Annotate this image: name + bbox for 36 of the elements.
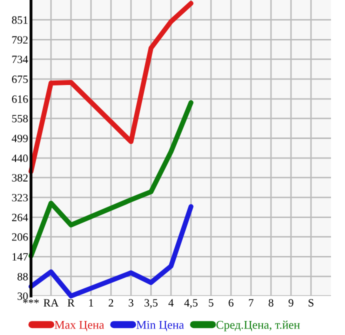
x-tick-label: RA xyxy=(44,299,59,306)
y-tick-label: 792 xyxy=(12,36,28,44)
y-tick-label: 382 xyxy=(12,174,28,182)
x-tick-label: 5 xyxy=(208,299,214,307)
x-tick-label: 2 xyxy=(108,299,114,306)
x-tick-label: S xyxy=(308,299,314,307)
y-tick-label: 30 xyxy=(18,292,28,300)
x-tick-label: 8 xyxy=(268,299,274,307)
line-series xyxy=(28,100,194,258)
x-tick-label: 6 xyxy=(228,299,234,307)
line-series xyxy=(28,204,194,298)
y-tick-label: 851 xyxy=(12,16,28,24)
y-tick-label: 440 xyxy=(12,154,28,162)
x-tick-label: 4 xyxy=(168,299,174,306)
x-tick-label: 4,5 xyxy=(184,299,198,308)
legend-label: Min Цена xyxy=(136,320,184,332)
x-tick-label: 9 xyxy=(288,299,294,307)
y-tick-label: 147 xyxy=(12,253,28,260)
x-tick-label: R xyxy=(68,299,75,306)
x-tick-label: 3 xyxy=(128,299,134,307)
y-tick-label: 323 xyxy=(12,194,28,202)
line-series xyxy=(28,0,194,174)
y-tick-label: 88 xyxy=(18,272,28,280)
y-tick-label: 264 xyxy=(12,214,28,222)
y-tick-label: 206 xyxy=(12,233,28,241)
x-tick-label: 3,5 xyxy=(144,299,158,308)
x-tick-label: 7 xyxy=(248,299,254,306)
x-tick-label: *** xyxy=(23,299,39,304)
y-tick-label: 675 xyxy=(12,76,28,84)
y-tick-label: 558 xyxy=(12,114,28,122)
y-tick-label: 616 xyxy=(12,95,28,103)
legend-label: Сред.Цена, т.йен xyxy=(216,320,300,332)
x-tick-label: 1 xyxy=(89,299,94,306)
y-tick-label: 734 xyxy=(12,56,28,64)
legend-label: Max Цена xyxy=(54,320,104,332)
y-tick-label: 499 xyxy=(12,134,28,142)
